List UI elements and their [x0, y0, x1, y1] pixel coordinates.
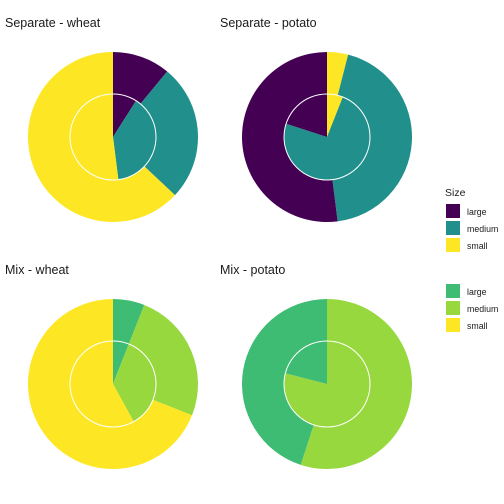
legend-label-large: large [467, 207, 487, 217]
outer-ring-slice-small [28, 299, 193, 469]
inner-ring-slice-small [327, 94, 343, 137]
inner-ring-outline [69, 340, 157, 428]
outer-ring-slice-medium [300, 299, 412, 469]
inner-ring-outline [283, 93, 371, 181]
outer-ring-slice-large [113, 52, 168, 104]
panel-title: Separate - wheat [5, 16, 101, 30]
panel-title: Mix - potato [220, 263, 285, 277]
donut-chart [241, 299, 412, 469]
inner-ring-slice-large [113, 94, 137, 137]
legend-key-medium [446, 301, 460, 315]
panel-mix-potato: Mix - potato [220, 263, 412, 469]
outer-ring-slice-large [241, 299, 327, 465]
legend-label-large: large [467, 287, 487, 297]
panel-title: Separate - potato [220, 16, 317, 30]
legend-label-small: small [467, 321, 488, 331]
inner-ring-slice-medium [113, 100, 156, 180]
inner-ring-slice-large [285, 340, 327, 384]
legend-title: Size [445, 187, 466, 199]
panel-title: Mix - wheat [5, 263, 69, 277]
panel-mix-wheat: Mix - wheat [5, 263, 198, 469]
legend-key-small [446, 238, 460, 252]
outer-ring-slice-small [28, 52, 175, 222]
inner-ring-outline [283, 340, 371, 428]
donut-chart [242, 52, 413, 222]
legend-label-medium: medium [467, 304, 498, 314]
legend-label-small: small [467, 241, 488, 251]
donut-chart [28, 52, 198, 222]
panel-separate-potato: Separate - potato [220, 16, 413, 222]
outer-ring-slice-small [327, 52, 349, 96]
outer-ring-slice-medium [128, 304, 198, 416]
legend-size: Size large medium small [445, 187, 498, 252]
inner-ring-slice-large [286, 94, 327, 137]
outer-ring-slice-medium [332, 54, 413, 222]
inner-ring-slice-small [70, 341, 134, 427]
legend-key-large [446, 204, 460, 218]
legend-key-large [446, 284, 460, 298]
inner-ring-slice-medium [284, 97, 370, 180]
legend-key-medium [446, 221, 460, 235]
inner-ring-slice-small [69, 94, 119, 180]
inner-ring-slice-large [113, 341, 129, 384]
legend-label-medium: medium [467, 224, 498, 234]
donut-chart [28, 299, 198, 469]
legend-key-small [446, 318, 460, 332]
inner-ring-outline [69, 93, 157, 181]
panel-separate-wheat: Separate - wheat [5, 16, 198, 222]
outer-ring-slice-large [113, 299, 145, 345]
outer-ring-slice-large [242, 52, 338, 222]
inner-ring-slice-medium [113, 344, 156, 422]
outer-ring-slice-medium [140, 71, 198, 196]
legend-mix: large medium small [446, 284, 498, 332]
